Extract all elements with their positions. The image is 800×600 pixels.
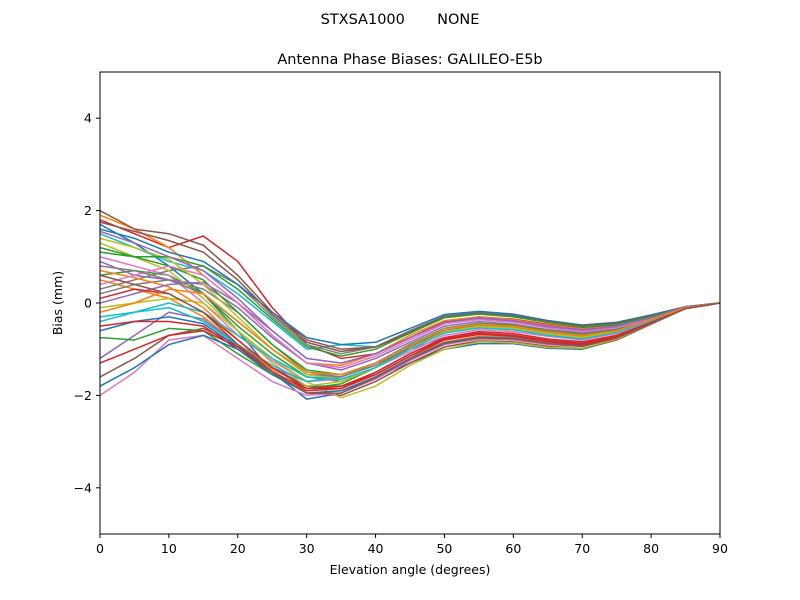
y-tick-label: 4 <box>84 111 92 126</box>
y-tick-label: −4 <box>74 480 92 495</box>
x-axis-ticks: 0 10 20 30 40 50 60 70 80 90 <box>96 534 728 556</box>
y-tick-label: 2 <box>84 203 92 218</box>
series-line-9 <box>100 297 720 399</box>
series-line-21 <box>100 228 720 346</box>
x-tick-label: 50 <box>436 541 452 556</box>
series-layer <box>100 209 720 400</box>
x-tick-label: 30 <box>299 541 315 556</box>
x-tick-label: 80 <box>643 541 659 556</box>
series-line-27 <box>100 265 720 369</box>
x-tick-label: 10 <box>161 541 177 556</box>
figure-suptitle: STXSA1000 NONE <box>321 12 480 28</box>
x-tick-label: 90 <box>712 541 728 556</box>
x-tick-label: 70 <box>574 541 590 556</box>
y-axis-label: Bias (mm) <box>50 271 65 335</box>
series-line-26 <box>100 221 720 353</box>
series-line-24 <box>100 302 720 390</box>
y-tick-label: 0 <box>84 296 92 311</box>
series-line-32 <box>100 251 720 357</box>
x-tick-label: 20 <box>230 541 246 556</box>
series-line-6 <box>100 302 720 397</box>
series-line-36 <box>100 274 720 394</box>
series-line-23 <box>100 246 720 376</box>
chart-title: Antenna Phase Biases: GALILEO-E5b <box>277 52 542 68</box>
series-line-34 <box>100 230 720 364</box>
y-tick-label: −2 <box>74 388 92 403</box>
x-axis-label: Elevation angle (degrees) <box>330 562 491 577</box>
series-line-35 <box>100 288 720 376</box>
x-tick-label: 0 <box>96 541 104 556</box>
x-tick-label: 40 <box>368 541 384 556</box>
y-axis-ticks: −4 −2 0 2 4 <box>74 111 100 495</box>
x-tick-label: 60 <box>505 541 521 556</box>
